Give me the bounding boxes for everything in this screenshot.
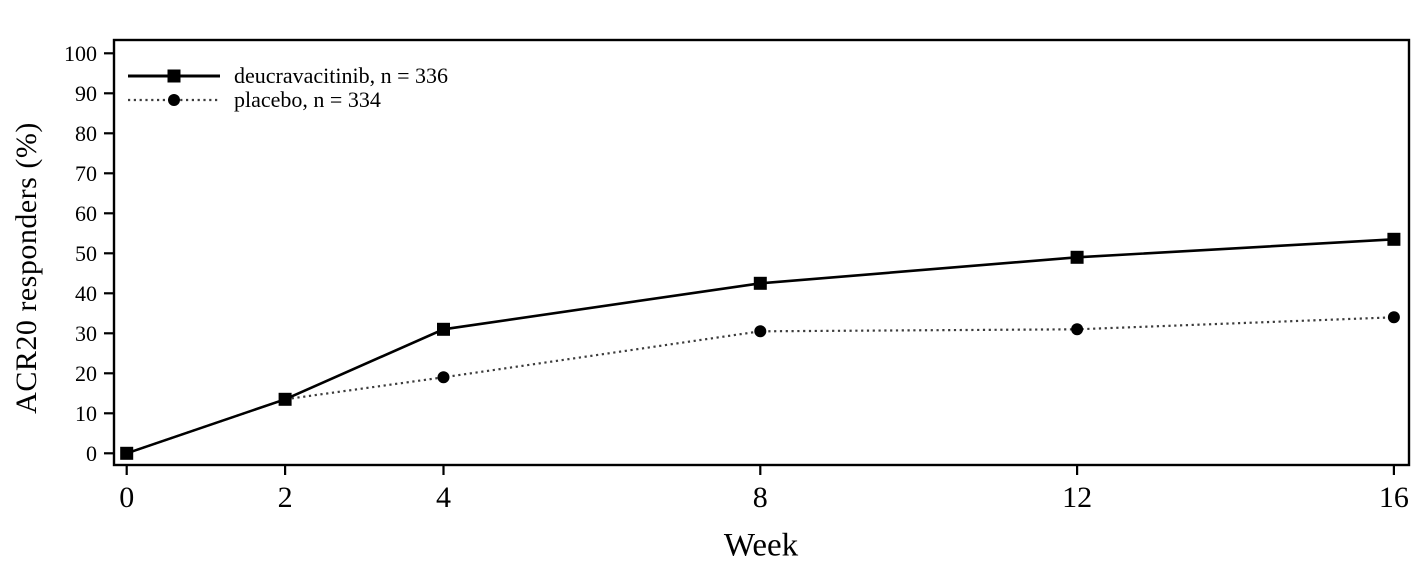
legend-label-placebo: placebo, n = 334 — [234, 87, 381, 112]
y-axis-title: ACR20 responders (%) — [10, 122, 43, 414]
y-tick-label: 10 — [75, 401, 97, 426]
axis-ticks: 0 10 20 30 40 50 60 70 80 90 100 0 2 4 8 12 16 — [64, 41, 1409, 514]
x-tick-label: 2 — [278, 481, 293, 514]
legend-item-deucravacitinib: deucravacitinib, n = 336 — [128, 63, 449, 88]
y-tick-label: 40 — [75, 281, 97, 306]
y-tick-label: 50 — [75, 241, 97, 266]
deucravacitinib-data-point — [437, 322, 450, 336]
deucravacitinib-data-point — [1387, 232, 1401, 246]
solid-line-square-marker-icon — [128, 69, 220, 83]
series-layer — [120, 232, 1401, 460]
placebo-data-point — [1071, 323, 1084, 336]
dotted-line-circle-marker-icon — [128, 94, 220, 106]
deucravacitinib-line — [126, 238, 1394, 455]
deucravacitinib-data-point — [753, 276, 767, 290]
y-tick-label: 20 — [75, 361, 97, 386]
legend: deucravacitinib, n = 336 placebo, n = 33… — [128, 63, 449, 112]
y-tick-label: 30 — [75, 321, 97, 346]
x-tick-label: 16 — [1379, 481, 1409, 514]
legend-item-placebo: placebo, n = 334 — [128, 87, 448, 112]
x-axis-title: Week — [723, 527, 799, 564]
deucravacitinib-data-point — [120, 446, 134, 460]
y-tick-label: 0 — [86, 441, 97, 466]
placebo-data-point — [437, 371, 450, 384]
deucravacitinib-data-point — [278, 392, 292, 406]
x-tick-label: 4 — [436, 481, 451, 514]
y-tick-label: 100 — [64, 41, 97, 66]
placebo-data-point — [754, 325, 767, 338]
x-tick-label: 0 — [119, 481, 134, 514]
deucravacitinib-data-point — [1070, 250, 1084, 264]
y-tick-label: 80 — [75, 121, 97, 146]
y-tick-label: 90 — [75, 81, 97, 106]
y-tick-label: 70 — [75, 161, 97, 186]
legend-label-deucravacitinib: deucravacitinib, n = 336 — [234, 63, 449, 88]
y-tick-label: 60 — [75, 201, 97, 226]
x-tick-label: 8 — [753, 481, 768, 514]
x-tick-label: 12 — [1062, 481, 1092, 514]
placebo-data-point — [1387, 311, 1400, 324]
